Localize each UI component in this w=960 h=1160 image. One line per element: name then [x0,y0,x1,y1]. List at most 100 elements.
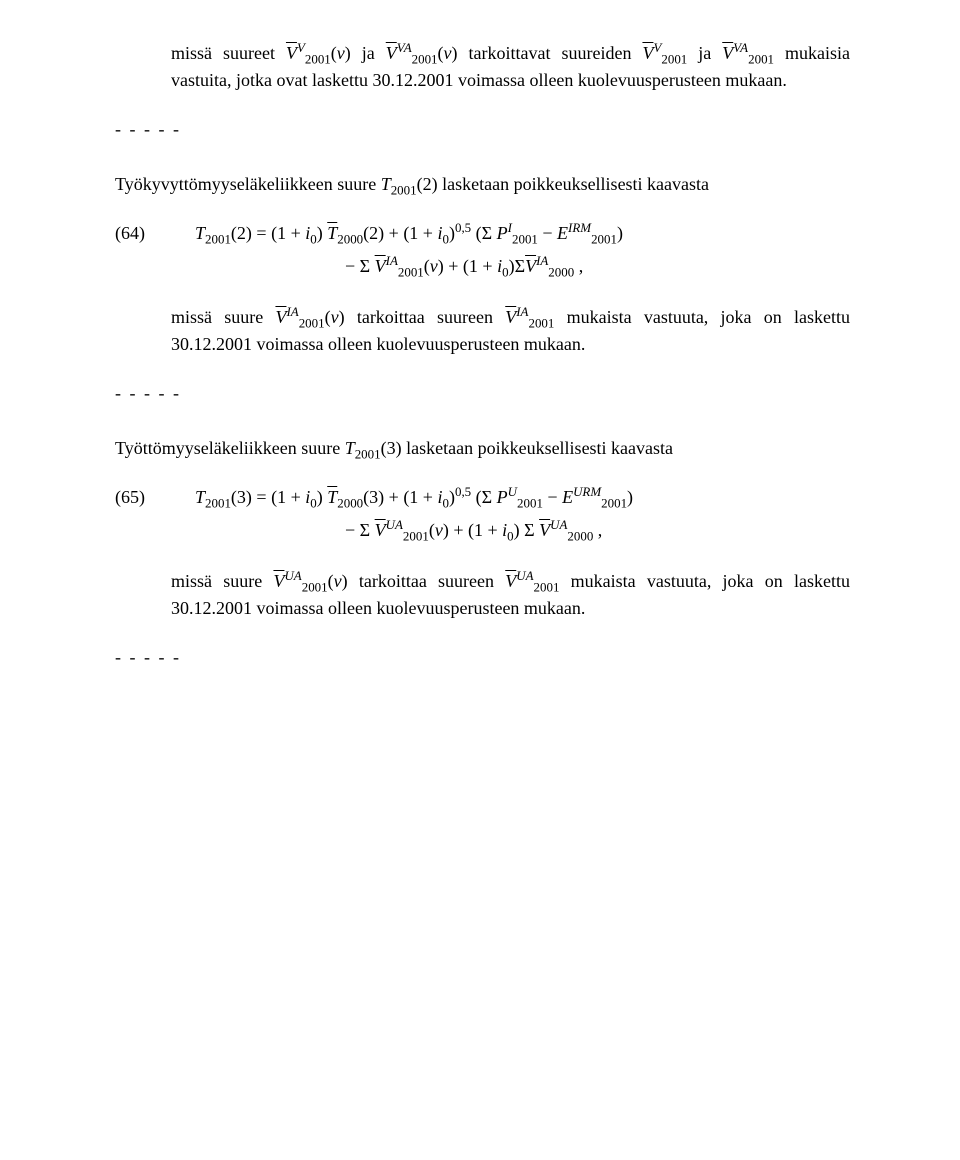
text: (2) [417,174,438,194]
equation-64: (64) T2001(2) = (1 + i0) T2000(2) + (1 +… [115,220,850,247]
plus: + [384,223,403,243]
paragraph-4: Työttömyyseläkeliikkeen suure T2001(3) l… [115,435,850,462]
subscript: 2001 [534,580,560,595]
subscript: 2001 [412,52,438,67]
text: (1 + [271,223,305,243]
paragraph-5: missä suure VUA2001(v) tarkoittaa suuree… [171,568,850,622]
symbol-V: V [539,520,550,540]
text: lasketaan poikkeuksellisesti kaavasta [438,174,709,194]
subscript: 2001 [528,316,554,331]
minus: − [538,223,557,243]
text: ) Σ [514,520,539,540]
text: ja [351,43,386,63]
symbol-V: V [286,43,297,63]
subscript: 2001 [205,496,231,511]
text: tarkoittavat suureiden [458,43,643,63]
symbol-V: V [642,43,653,63]
text: (2) [363,223,384,243]
text: (1 + [403,487,437,507]
superscript: V [297,40,305,55]
symbol-P: P [497,223,508,243]
symbol-V: V [275,307,286,327]
symbol-V: V [505,307,516,327]
text: Työttömyyseläkeliikkeen suure [115,438,345,458]
subscript: 2000 [567,529,593,544]
symbol-T: T [327,487,337,507]
text: tarkoittaa suureen [348,571,506,591]
arg-v: v [435,520,443,540]
subscript: 2001 [398,265,424,280]
text: + (1 + [449,520,502,540]
text: ) [317,223,328,243]
minus: − [543,487,562,507]
subscript: 2001 [355,447,381,462]
superscript: IA [286,304,298,319]
symbol-T: T [381,174,391,194]
subscript: 2001 [512,232,538,247]
subscript: 2001 [302,580,328,595]
text: − Σ [345,520,375,540]
subscript: 2001 [601,496,627,511]
equals: = [252,487,271,507]
text: tarkoittaa suureen [345,307,506,327]
symbol-T: T [345,438,355,458]
text: (Σ [476,487,497,507]
text: (Σ [476,223,497,243]
subscript: 2000 [548,265,574,280]
subscript: 2001 [661,52,687,67]
superscript: U [508,484,517,499]
text: (1 + [271,487,305,507]
text: missä suureet [171,43,286,63]
page-content: missä suureet VV2001(v) ja VVA2001(v) ta… [0,0,960,711]
equation-65: (65) T2001(3) = (1 + i0) T2000(3) + (1 +… [115,484,850,511]
superscript: UA [386,517,403,532]
symbol-E: E [557,223,568,243]
plus: + [384,487,403,507]
symbol-T: T [195,223,205,243]
equation-body: T2001(2) = (1 + i0) T2000(2) + (1 + i0)0… [195,220,850,247]
paragraph-3: missä suure VIA2001(v) tarkoittaa suuree… [171,304,850,358]
tail-comma: , [593,520,602,540]
subscript: 2001 [403,529,429,544]
text: Työkyvyttömyyseläkeliikkeen suure [115,174,381,194]
superscript: IRM [568,220,591,235]
equation-number: (65) [115,484,171,511]
arg-v: v [337,43,345,63]
separator-dashes: - - - - - [115,380,850,407]
subscript: 2001 [299,316,325,331]
symbol-V: V [525,256,536,276]
text: ) [617,223,623,243]
text: − Σ [345,256,375,276]
text: + (1 + [444,256,497,276]
paragraph-2: Työkyvyttömyyseläkeliikkeen suure T2001(… [115,171,850,198]
equation-64-cont: − Σ VIA2001(v) + (1 + i0)ΣVIA2000 , [115,253,850,280]
superscript: URM [573,484,601,499]
text: (3) [363,487,384,507]
subscript: 2000 [337,496,363,511]
symbol-V: V [386,43,397,63]
text: ) [627,487,633,507]
superscript: VA [733,40,748,55]
subscript: 2000 [337,232,363,247]
text: missä suure [171,571,273,591]
equation-body: T2001(3) = (1 + i0) T2000(3) + (1 + i0)0… [195,484,850,511]
arg-v: v [444,43,452,63]
equals: = [252,223,271,243]
arg-v: v [334,571,342,591]
subscript: 2001 [391,183,417,198]
text: (3) [381,438,402,458]
symbol-V: V [375,520,386,540]
subscript: 2001 [305,52,331,67]
superscript: IA [536,253,548,268]
equation-number: (64) [115,220,171,247]
subscript: 2001 [591,232,617,247]
sigma: Σ [515,256,525,276]
arg-v: v [430,256,438,276]
superscript: VA [397,40,412,55]
text: ja [687,43,722,63]
superscript: IA [386,253,398,268]
separator-dashes: - - - - - [115,644,850,671]
symbol-T: T [327,223,337,243]
arg-v: v [331,307,339,327]
text: (1 + [403,223,437,243]
